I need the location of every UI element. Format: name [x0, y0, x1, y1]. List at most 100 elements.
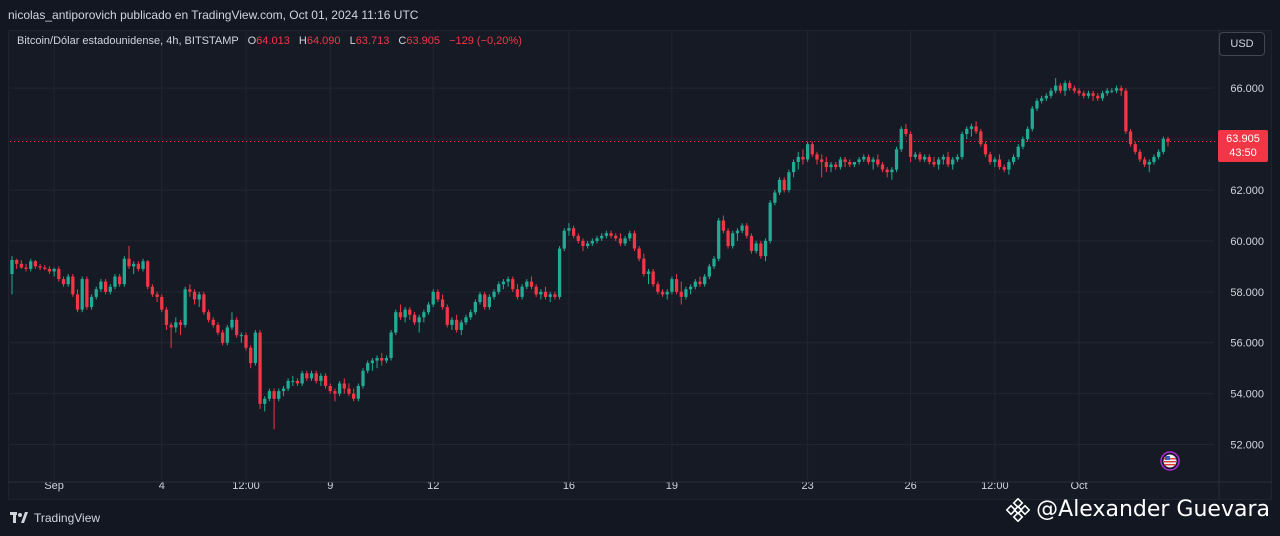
- us-flag-event-icon[interactable]: [1157, 451, 1183, 471]
- candle-body: [1007, 162, 1011, 170]
- candle-body: [796, 156, 800, 162]
- x-tick-label: Sep: [44, 480, 64, 492]
- x-tick-label: 16: [563, 480, 575, 492]
- candle-body: [628, 233, 632, 239]
- candle-body: [361, 370, 365, 386]
- candle-body: [1157, 151, 1161, 157]
- candle-body: [99, 281, 103, 290]
- candle-body: [445, 307, 449, 325]
- candle-body: [319, 375, 323, 381]
- candle-body: [557, 248, 562, 297]
- candle-body: [857, 159, 861, 162]
- candle-body: [571, 228, 576, 236]
- tradingview-logo-icon: [10, 512, 28, 523]
- candle-body: [1082, 93, 1086, 96]
- candle-body: [220, 332, 225, 343]
- candle-body: [754, 243, 758, 252]
- y-tick-label: 56.000: [1230, 338, 1264, 350]
- candle-body: [745, 225, 749, 236]
- candle-body: [726, 230, 730, 246]
- candle-body: [206, 312, 211, 320]
- candle-body: [553, 294, 557, 297]
- tradingview-brand[interactable]: TradingView: [10, 511, 100, 525]
- candle-body: [417, 317, 421, 323]
- candle-body: [412, 314, 417, 323]
- change-value: −129 (−0,20%): [449, 35, 522, 47]
- candle-body: [1133, 144, 1137, 152]
- candle-body: [637, 248, 641, 259]
- candle-body: [150, 286, 155, 295]
- candle-body: [525, 281, 529, 287]
- candle-body: [281, 388, 286, 392]
- candle-body: [562, 230, 566, 249]
- candle-body: [291, 380, 295, 382]
- candle-body: [698, 281, 702, 285]
- currency-button[interactable]: USD: [1219, 32, 1265, 56]
- candle-body: [440, 299, 445, 308]
- candle-body: [604, 233, 609, 236]
- candle-body: [941, 156, 945, 160]
- candle-body: [85, 279, 89, 308]
- candle-body: [164, 309, 169, 325]
- candle-body: [1030, 108, 1034, 129]
- candle-body: [759, 243, 763, 257]
- candle-body: [983, 144, 988, 155]
- candle-body: [642, 258, 646, 274]
- symbol-label: Bitcoin/Dólar estadounidense, 4h, BITSTA…: [17, 35, 239, 47]
- candle-body: [899, 128, 903, 150]
- low-value: 63.713: [355, 35, 390, 47]
- candle-body: [838, 159, 843, 168]
- candle-body: [113, 276, 117, 287]
- candle-body: [829, 164, 833, 168]
- candle-body: [908, 134, 913, 157]
- candle-body: [239, 335, 243, 337]
- y-tick-label: 62.000: [1230, 185, 1264, 197]
- bar-countdown: 43:50: [1229, 147, 1257, 159]
- candle-body: [586, 243, 590, 246]
- candle-body: [824, 162, 828, 168]
- candle-body: [103, 281, 108, 292]
- x-tick-label: 19: [666, 480, 678, 492]
- candle-body: [141, 261, 145, 269]
- candle-body: [801, 156, 805, 160]
- candle-body: [876, 159, 880, 165]
- x-tick-label: 12:00: [232, 480, 260, 492]
- candle-body: [965, 128, 969, 134]
- candle-body: [197, 294, 201, 300]
- y-tick-label: 58.000: [1230, 287, 1264, 299]
- candle-body: [595, 238, 599, 241]
- candle-body: [614, 235, 618, 239]
- candle-body: [955, 156, 960, 160]
- candle-body: [459, 322, 463, 330]
- candle-body: [679, 291, 683, 297]
- candle-body: [609, 233, 613, 236]
- candle-body: [656, 284, 660, 292]
- candle-body: [10, 260, 14, 274]
- candle-body: [646, 271, 651, 274]
- candle-body: [174, 322, 178, 328]
- candle-body: [478, 294, 482, 302]
- candle-body: [1086, 93, 1091, 96]
- candle-body: [408, 309, 412, 315]
- x-tick-label: 12: [427, 480, 439, 492]
- watermark: @Alexander Guevara: [1006, 497, 1270, 522]
- candlestick-chart[interactable]: 52.000 54.000 56.000 58.000 60.000 62.000 64.0…: [8, 30, 1272, 500]
- candle-body: [497, 284, 501, 292]
- candle-body: [1077, 90, 1081, 94]
- candle-body: [436, 291, 440, 300]
- x-tick-label: 12:00: [981, 480, 1009, 492]
- candle-body: [380, 358, 384, 361]
- candle-body: [1049, 90, 1053, 96]
- candle-body: [342, 383, 346, 389]
- candle-body: [305, 373, 309, 379]
- candle-body: [749, 235, 754, 252]
- chart-frame: [8, 30, 1272, 500]
- candle-body: [375, 358, 379, 361]
- candle-body: [487, 296, 492, 308]
- candle-body: [1058, 85, 1062, 91]
- candle-body: [810, 144, 814, 155]
- candle-body: [1035, 100, 1039, 109]
- candle-body: [235, 319, 239, 336]
- candle-body: [216, 324, 220, 333]
- candle-body: [403, 309, 407, 318]
